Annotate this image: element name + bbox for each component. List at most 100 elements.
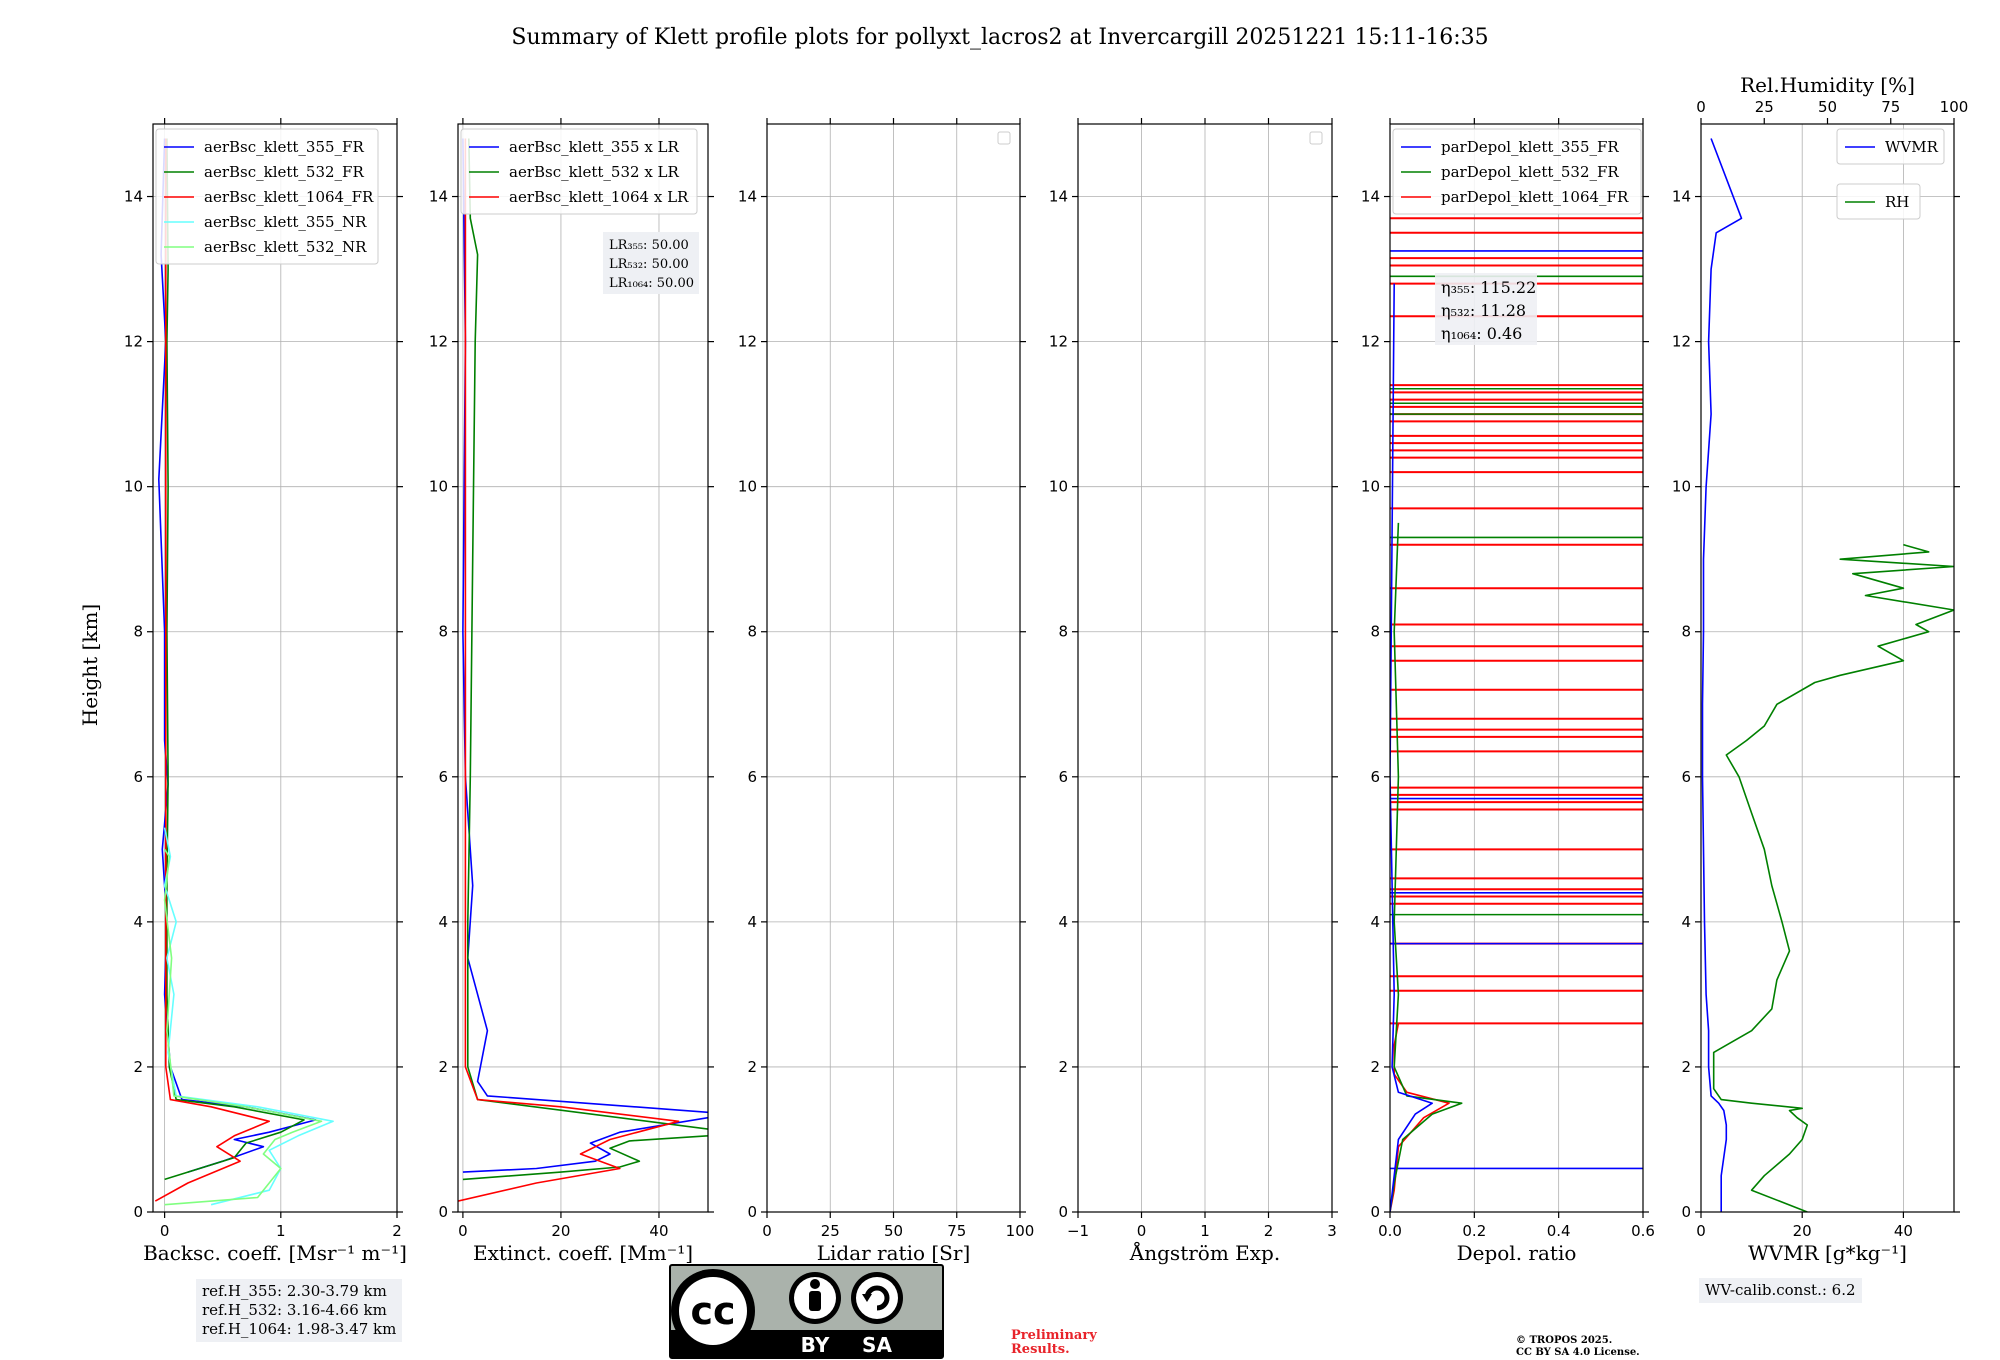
legend-label: aerBsc_klett_532_NR	[204, 238, 367, 256]
y-tick-label: 8	[1681, 623, 1691, 641]
x-axis-label: Depol. ratio	[1457, 1241, 1577, 1265]
y-tick-label: 12	[1049, 333, 1068, 351]
legend: parDepol_klett_355_FR parDepol_klett_532_…	[1392, 128, 1642, 215]
ref-height-1064: ref.H_1064: 1.98-3.47 km	[202, 1320, 397, 1338]
eta-value: η₅₃₂: 11.28	[1441, 301, 1526, 320]
y-tick-label: 4	[438, 913, 448, 931]
cc-by-sa-license-badge: cc BY SA	[669, 1264, 944, 1359]
x-tick-label: 0.0	[1378, 1222, 1402, 1240]
lidar-ratio-box	[603, 232, 699, 294]
legend-frame	[460, 128, 698, 215]
axes-frame	[1700, 123, 1955, 1213]
x-axis-label: Lidar ratio [Sr]	[817, 1241, 971, 1265]
y-tick-label: 14	[738, 188, 757, 206]
y-tick-label: 8	[133, 623, 143, 641]
series-aerBsc_klett_532_FR	[164, 138, 305, 1181]
series-RH	[1712, 543, 1954, 1212]
y-tick-label: 2	[1370, 1058, 1380, 1076]
y-tick-label: 2	[133, 1058, 143, 1076]
cc-circle-inner	[679, 1277, 747, 1345]
sa-label: SA	[862, 1333, 892, 1357]
y-tick-label: 4	[1370, 913, 1380, 931]
eta-box	[1435, 273, 1537, 345]
x-tick-label: 0	[160, 1222, 170, 1240]
y-tick-label: 10	[124, 478, 143, 496]
y-tick-label: 4	[747, 913, 757, 931]
y-tick-label: 0	[1681, 1203, 1691, 1221]
x-axis-label: WVMR [g*kg⁻¹]	[1748, 1241, 1907, 1265]
top-x-tick-label: 75	[1881, 98, 1900, 116]
empty-legend	[1309, 131, 1323, 145]
x-tick-label: 2	[1264, 1222, 1274, 1240]
legend-frame	[1836, 128, 1945, 165]
y-axis-label: Height [km]	[78, 604, 102, 726]
y-tick-label: 2	[1681, 1058, 1691, 1076]
y-tick-label: 12	[1361, 333, 1380, 351]
x-tick-label: 0.2	[1462, 1222, 1486, 1240]
y-tick-label: 14	[429, 188, 448, 206]
legend-label: parDepol_klett_355_FR	[1441, 138, 1619, 156]
lidar-ratio-value: LR₅₃₂: 50.00	[609, 257, 689, 272]
x-tick-label: 0	[762, 1222, 772, 1240]
y-tick-label: 4	[1681, 913, 1691, 931]
legend-label: aerBsc_klett_355_NR	[204, 213, 367, 231]
by-label: BY	[801, 1333, 830, 1357]
y-tick-label: 10	[429, 478, 448, 496]
y-tick-label: 8	[438, 623, 448, 641]
series-aerBsc_klett_532_NR	[163, 848, 323, 1206]
person-body-icon	[809, 1291, 821, 1311]
y-tick-label: 2	[438, 1058, 448, 1076]
x-axis-label: Extinct. coeff. [Mm⁻¹]	[473, 1241, 693, 1265]
copyright-note: © TROPOS 2025. CC BY SA 4.0 License.	[1516, 1335, 1640, 1359]
panel-lr: 0 2 4 6 8 10 12 14 0 25 50 75 100 Lidar ratio [Sr]	[738, 118, 1034, 1265]
top-x-tick-label: 100	[1940, 98, 1969, 116]
legend-frame	[1392, 128, 1642, 215]
y-tick-label: 14	[124, 188, 143, 206]
y-tick-label: 0	[133, 1203, 143, 1221]
y-tick-label: 6	[747, 768, 757, 786]
y-tick-label: 0	[1370, 1203, 1380, 1221]
legend-label: WVMR	[1885, 138, 1939, 156]
top-x-tick-label: 25	[1755, 98, 1774, 116]
x-tick-label: 0	[1137, 1222, 1147, 1240]
axes-frame	[457, 123, 709, 1213]
legend-label: aerBsc_klett_532_FR	[204, 163, 364, 181]
figure-title: Summary of Klett profile plots for polly…	[511, 25, 1488, 50]
x-tick-label: −1	[1067, 1222, 1089, 1240]
y-tick-label: 2	[747, 1058, 757, 1076]
legend: aerBsc_klett_355 x LR aerBsc_klett_532 x …	[460, 128, 698, 215]
y-tick-label: 12	[429, 333, 448, 351]
x-tick-label: 0.4	[1547, 1222, 1571, 1240]
series-group	[1390, 217, 1643, 1212]
top-x-tick-label: 50	[1818, 98, 1837, 116]
share-alike-arrow-icon	[864, 1285, 890, 1311]
legend-label: aerBsc_klett_355 x LR	[509, 138, 680, 156]
series-parDepol_klett_1064_FR	[1390, 1023, 1450, 1212]
legend-label: parDepol_klett_532_FR	[1441, 163, 1619, 181]
x-axis-label: Backsc. coeff. [Msr⁻¹ m⁻¹]	[143, 1241, 407, 1265]
preliminary-line-1: Preliminary	[1011, 1328, 1097, 1343]
x-tick-label: 75	[947, 1222, 966, 1240]
y-tick-label: 8	[747, 623, 757, 641]
series-group	[1701, 138, 1954, 1212]
top-x-axis-label: Rel.Humidity [%]	[1740, 73, 1915, 97]
axes-frame	[1389, 123, 1644, 1213]
legend-label: aerBsc_klett_532 x LR	[509, 163, 680, 181]
wv-calibration-box: WV-calib.const.: 6.2	[1699, 1278, 1862, 1303]
lidar-ratio-value: LR₁₀₆₄: 50.00	[609, 276, 694, 291]
empty-legend	[997, 131, 1011, 145]
x-tick-label: 0	[1696, 1222, 1706, 1240]
x-tick-label: 40	[649, 1222, 668, 1240]
axes-frame	[152, 123, 398, 1213]
y-tick-label: 6	[133, 768, 143, 786]
top-x-tick-label: 0	[1696, 98, 1706, 116]
series-group	[458, 138, 708, 1202]
x-axis-label: Ångström Exp.	[1129, 1240, 1280, 1265]
legend-label: aerBsc_klett_1064 x LR	[509, 188, 689, 206]
wv-calib-const: WV-calib.const.: 6.2	[1705, 1281, 1856, 1299]
x-tick-label: 20	[551, 1222, 570, 1240]
x-tick-label: 20	[1793, 1222, 1812, 1240]
